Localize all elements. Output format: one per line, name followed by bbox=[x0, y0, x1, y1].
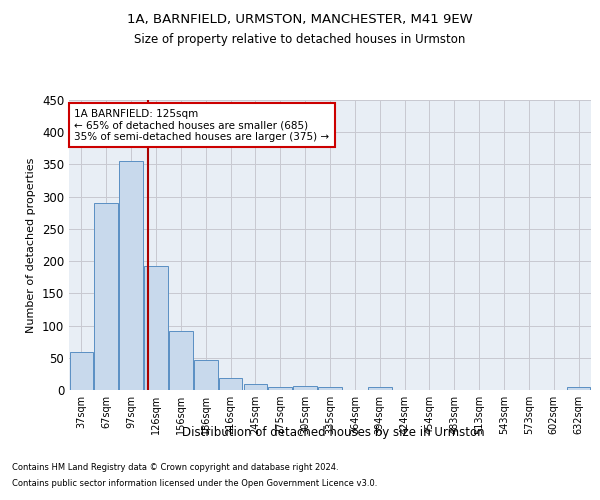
Bar bbox=[144, 266, 168, 390]
Bar bbox=[318, 387, 342, 390]
Text: Size of property relative to detached houses in Urmston: Size of property relative to detached ho… bbox=[134, 32, 466, 46]
Bar bbox=[119, 161, 143, 390]
Text: 1A, BARNFIELD, URMSTON, MANCHESTER, M41 9EW: 1A, BARNFIELD, URMSTON, MANCHESTER, M41 … bbox=[127, 12, 473, 26]
Bar bbox=[169, 332, 193, 390]
Text: Contains public sector information licensed under the Open Government Licence v3: Contains public sector information licen… bbox=[12, 478, 377, 488]
Bar bbox=[194, 360, 218, 390]
Bar bbox=[70, 352, 93, 390]
Bar bbox=[268, 387, 292, 390]
Text: Contains HM Land Registry data © Crown copyright and database right 2024.: Contains HM Land Registry data © Crown c… bbox=[12, 464, 338, 472]
Bar bbox=[368, 388, 392, 390]
Bar bbox=[293, 386, 317, 390]
Bar bbox=[94, 203, 118, 390]
Y-axis label: Number of detached properties: Number of detached properties bbox=[26, 158, 37, 332]
Bar bbox=[219, 378, 242, 390]
Bar bbox=[567, 388, 590, 390]
Text: Distribution of detached houses by size in Urmston: Distribution of detached houses by size … bbox=[182, 426, 484, 439]
Bar bbox=[244, 384, 267, 390]
Text: 1A BARNFIELD: 125sqm
← 65% of detached houses are smaller (685)
35% of semi-deta: 1A BARNFIELD: 125sqm ← 65% of detached h… bbox=[74, 108, 329, 142]
